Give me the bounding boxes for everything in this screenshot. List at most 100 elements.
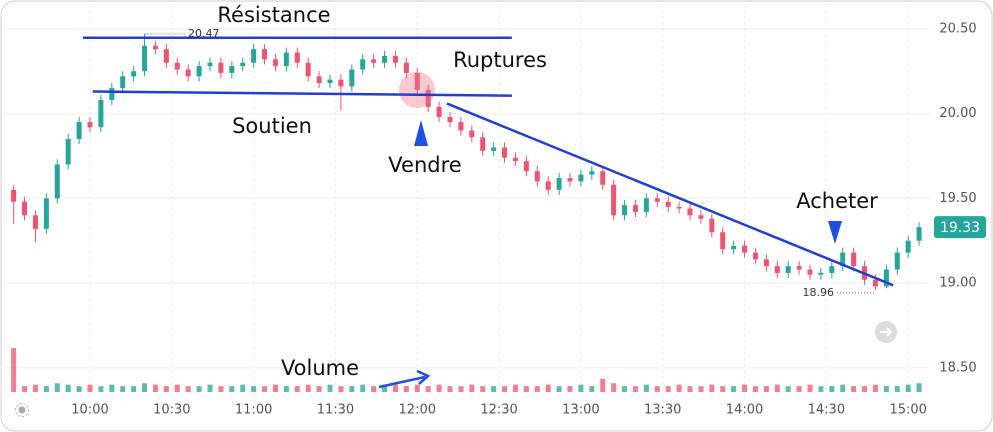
x-tick-label: 11:00 — [235, 403, 272, 418]
candle-body — [894, 252, 900, 270]
candle-body — [174, 62, 180, 70]
volume-bar — [512, 384, 518, 392]
candle-body — [752, 252, 758, 260]
x-tick-label: 11:30 — [317, 403, 354, 418]
scroll-button[interactable] — [875, 321, 897, 343]
candle-body — [207, 62, 213, 67]
candle-body — [283, 52, 289, 67]
candle-body — [742, 245, 748, 253]
annotation: Ruptures — [453, 48, 547, 72]
candle-body — [883, 269, 889, 287]
candle-body — [272, 59, 278, 67]
candle-body — [643, 198, 649, 212]
candle-body — [305, 62, 311, 77]
volume-bar — [763, 386, 769, 392]
volume-bar — [785, 386, 791, 392]
candle-body — [87, 122, 93, 128]
candle-body — [763, 259, 769, 267]
volume-bar — [142, 383, 148, 392]
volume-bar — [392, 384, 398, 392]
low-label: 18.96 — [803, 286, 835, 299]
candle-body — [349, 69, 355, 87]
theme-icon[interactable] — [15, 403, 29, 417]
last-price-label: 19.33 — [940, 220, 980, 236]
candle-body — [98, 100, 104, 128]
volume-bar — [578, 384, 584, 392]
volume-bar — [643, 384, 649, 392]
volume-bar — [611, 383, 617, 392]
volume-arrow — [378, 375, 426, 389]
volume-bar — [709, 384, 715, 392]
volume-bar — [240, 384, 246, 392]
volume-bar — [338, 386, 344, 392]
y-tick-label: 20.50 — [939, 21, 976, 36]
volume-bar — [665, 386, 671, 392]
volume-bar — [774, 384, 780, 392]
candle-body — [872, 279, 878, 287]
candle-body — [425, 89, 431, 107]
volume-bar — [414, 384, 420, 392]
candle-body — [785, 266, 791, 273]
candle-body — [698, 215, 704, 219]
volume-bar — [654, 386, 660, 392]
volume-bar — [742, 384, 748, 392]
annotation: Résistance — [217, 3, 330, 27]
volume-bar — [22, 386, 28, 392]
candle-body — [414, 72, 420, 90]
volume-bar — [360, 384, 366, 392]
candle-body — [360, 59, 366, 70]
annotation: Acheter — [796, 189, 878, 213]
volume-bar — [862, 386, 868, 392]
candle-body — [131, 71, 137, 77]
candle-body — [229, 66, 235, 73]
candle-body — [22, 201, 28, 216]
candle-body — [567, 178, 573, 182]
volume-bar — [109, 384, 115, 392]
breakout-highlight — [399, 72, 435, 108]
volume-bar — [229, 386, 235, 392]
candle-body — [632, 205, 638, 212]
volume-bar — [818, 386, 824, 392]
volume-bar — [152, 384, 158, 392]
annotation: Soutien — [232, 114, 312, 138]
volume-bar — [43, 386, 49, 392]
volume-bar — [807, 384, 813, 392]
candle-body — [502, 147, 508, 158]
candle-body — [403, 62, 409, 73]
volume-bar — [316, 386, 322, 392]
candle-body — [392, 55, 398, 63]
volume-bar — [894, 386, 900, 392]
volume-bar — [436, 384, 442, 392]
volume-bar — [905, 384, 911, 392]
buy-arrow — [828, 221, 842, 244]
candle-body — [240, 62, 246, 67]
y-tick-label: 19.00 — [939, 276, 976, 291]
last-price-badge — [934, 216, 986, 239]
volume-bar — [32, 384, 38, 392]
annotation: Volume — [281, 356, 359, 380]
volume-bar — [294, 386, 300, 392]
volume-bar — [502, 386, 508, 392]
x-tick-label: 13:30 — [644, 403, 681, 418]
candle-body — [458, 122, 464, 131]
candle-body — [447, 116, 453, 123]
candle-body — [589, 171, 595, 175]
candle-body — [851, 252, 857, 267]
volume-bar — [98, 386, 104, 392]
volume-bar — [327, 384, 333, 392]
volume-bar — [567, 386, 573, 392]
x-tick-label: 10:00 — [71, 403, 108, 418]
volume-bar — [752, 386, 758, 392]
volume-bar — [632, 386, 638, 392]
volume-bar — [840, 384, 846, 392]
volume-bar — [447, 386, 453, 392]
volume-bar — [622, 386, 628, 392]
trend-line — [446, 102, 894, 287]
volume-bar — [11, 348, 17, 392]
x-tick-label: 13:00 — [562, 403, 599, 418]
candle-body — [120, 76, 126, 89]
candle-body — [578, 174, 584, 182]
candle-body — [76, 122, 82, 140]
candle-body — [251, 49, 257, 63]
volume-bar — [600, 378, 606, 392]
